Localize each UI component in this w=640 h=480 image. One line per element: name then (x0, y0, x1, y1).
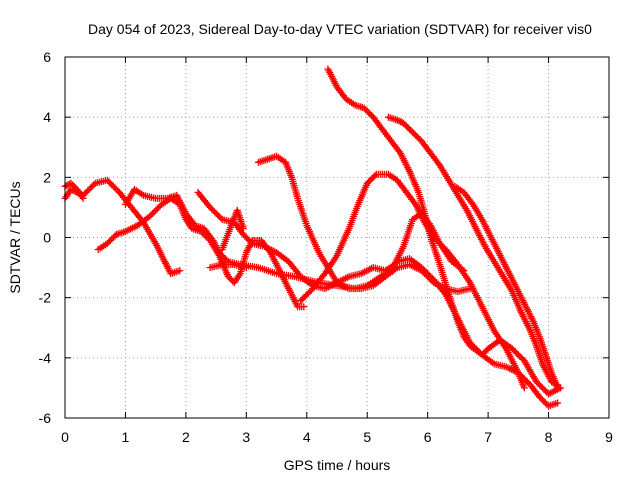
series-sat-l (451, 182, 562, 392)
y-tick-label: -6 (39, 410, 52, 426)
series-markers (451, 182, 562, 392)
chart-title: Day 054 of 2023, Sidereal Day-to-day VTE… (88, 21, 592, 37)
x-tick-label: 9 (605, 429, 613, 445)
y-axis-label: SDTVAR / TECUs (7, 181, 23, 293)
y-tick-label: 0 (43, 230, 51, 246)
y-tick-label: -2 (39, 290, 52, 306)
series-sat-k (384, 113, 562, 389)
series-markers (206, 261, 250, 272)
x-tick-label: 2 (182, 429, 190, 445)
series-sat-f (218, 206, 247, 253)
x-tick-label: 0 (61, 429, 69, 445)
x-tick-label: 6 (424, 429, 432, 445)
series-sat-h (254, 152, 474, 296)
y-tick-label: -4 (39, 350, 52, 366)
x-tick-label: 7 (484, 429, 492, 445)
plot-frame (64, 56, 610, 419)
y-tick-label: 4 (43, 109, 51, 125)
series-sat-g (206, 261, 250, 272)
y-tick-label: 2 (43, 169, 51, 185)
series-markers (384, 113, 562, 389)
x-tick-label: 4 (303, 429, 311, 445)
series-markers (218, 206, 247, 253)
x-axis-label: GPS time / hours (284, 457, 391, 473)
series-sat-j (324, 65, 562, 410)
series-markers (254, 152, 474, 296)
x-tick-label: 5 (363, 429, 371, 445)
x-tick-label: 1 (122, 429, 130, 445)
x-tick-label: 8 (545, 429, 553, 445)
data-series (61, 65, 565, 410)
x-tick-label: 3 (242, 429, 250, 445)
axis-ticks: 0 1 2 3 4 5 6 7 8 9 -6 -4 -2 0 2 4 6 (39, 49, 614, 445)
series-markers (324, 65, 562, 410)
y-tick-label: 6 (43, 49, 51, 65)
